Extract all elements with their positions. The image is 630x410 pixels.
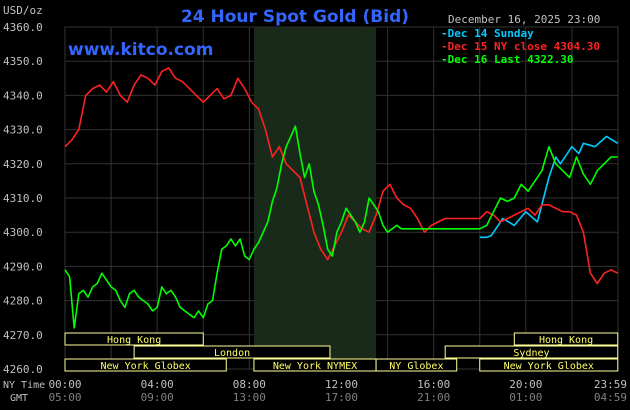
x-tick-gmt: 04:59: [594, 391, 627, 404]
session-bar: [444, 345, 619, 359]
x-tick-ny: 00:00: [48, 378, 81, 391]
y-tick-label: 4340.0: [3, 89, 43, 102]
session-label: New York Globex: [504, 361, 594, 372]
nymex-highlight: [253, 27, 377, 369]
y-tick-label: 4290.0: [3, 260, 43, 273]
legend-entry: -Dec 14 Sunday: [441, 27, 534, 40]
session-bar: [479, 358, 619, 372]
ny-time-label: NY Time: [3, 380, 45, 391]
series-line: [64, 125, 618, 329]
x-tick-gmt: 17:00: [325, 391, 358, 404]
y-tick-label: 4330.0: [3, 124, 43, 137]
y-tick-label: 4350.0: [3, 55, 43, 68]
x-tick-ny: 16:00: [417, 378, 450, 391]
x-tick-ny: 23:59: [594, 378, 627, 391]
chart-title: 24 Hour Spot Gold (Bid): [181, 7, 409, 27]
x-tick-gmt: 09:00: [141, 391, 174, 404]
y-tick-label: 4280.0: [3, 295, 43, 308]
nymex-zone: [253, 27, 377, 369]
session-label: NY Globex: [389, 361, 443, 372]
x-tick-gmt: 21:00: [417, 391, 450, 404]
x-tick-ny: 12:00: [325, 378, 358, 391]
x-tick-ny: 08:00: [233, 378, 266, 391]
session-label: London: [214, 348, 250, 359]
session-bar: [375, 358, 458, 372]
x-tick-ny: 04:00: [141, 378, 174, 391]
legend-entry: -Dec 15 NY close 4304.30: [441, 40, 600, 53]
session-bar: [64, 332, 204, 346]
session-label: New York Globex: [100, 361, 190, 372]
x-tick-ny: 20:00: [509, 378, 542, 391]
legend-entry: -Dec 16 Last 4322.30: [441, 53, 573, 66]
series-line: [479, 135, 619, 239]
legend: -Dec 14 Sunday-Dec 15 NY close 4304.30-D…: [441, 27, 600, 66]
y-tick-label: 4360.0: [3, 21, 43, 34]
watermark: www.kitco.com: [68, 40, 213, 60]
y-tick-label: 4320.0: [3, 158, 43, 171]
y-axis-ticks: 4360.0 4350.0 4340.0 4330.0 4320.0 4310.0 4300…: [3, 21, 43, 376]
session-label: New York NYMEX: [273, 361, 357, 372]
session-bar: [513, 332, 619, 346]
gmt-label: GMT: [10, 393, 28, 404]
date-label: December 16, 2025 23:00: [448, 13, 600, 26]
x-tick-gmt: 01:00: [509, 391, 542, 404]
x-tick-gmt: 05:00: [48, 391, 81, 404]
session-bar: [64, 358, 227, 372]
session-bars: Hong Kong Hong Kong London Sydney New York G…: [64, 332, 619, 372]
y-tick-label: 4310.0: [3, 192, 43, 205]
y-tick-label: 4270.0: [3, 329, 43, 342]
series-lines: [64, 67, 619, 329]
session-label: Hong Kong: [107, 335, 161, 346]
y-tick-label: 4260.0: [3, 363, 43, 376]
session-label: Hong Kong: [539, 335, 593, 346]
session-bar: [133, 345, 331, 359]
y-tick-label: 4300.0: [3, 226, 43, 239]
series-line: [64, 67, 619, 285]
session-label: Sydney: [513, 348, 549, 359]
x-tick-gmt: 13:00: [233, 391, 266, 404]
unit-label: USD/oz: [3, 4, 43, 17]
